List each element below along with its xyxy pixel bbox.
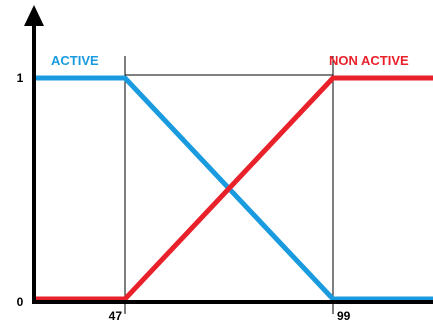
x-tick-label-99: 99 <box>337 309 351 323</box>
y-axis-arrow-icon <box>24 5 44 26</box>
series-label-active: ACTIVE <box>51 53 99 68</box>
guide-lines <box>124 56 334 314</box>
tick-labels: 0 1 47 99 <box>17 71 351 323</box>
axes <box>24 5 433 304</box>
y-tick-label-0: 0 <box>17 295 24 309</box>
y-tick-label-1: 1 <box>17 71 24 85</box>
series-lines <box>34 75 433 302</box>
series-label-non-active: NON ACTIVE <box>329 53 409 68</box>
series-line-non-active <box>34 75 433 302</box>
series-labels: ACTIVE NON ACTIVE <box>51 53 409 68</box>
series-line-active <box>34 75 433 302</box>
x-tick-label-47: 47 <box>109 309 123 323</box>
